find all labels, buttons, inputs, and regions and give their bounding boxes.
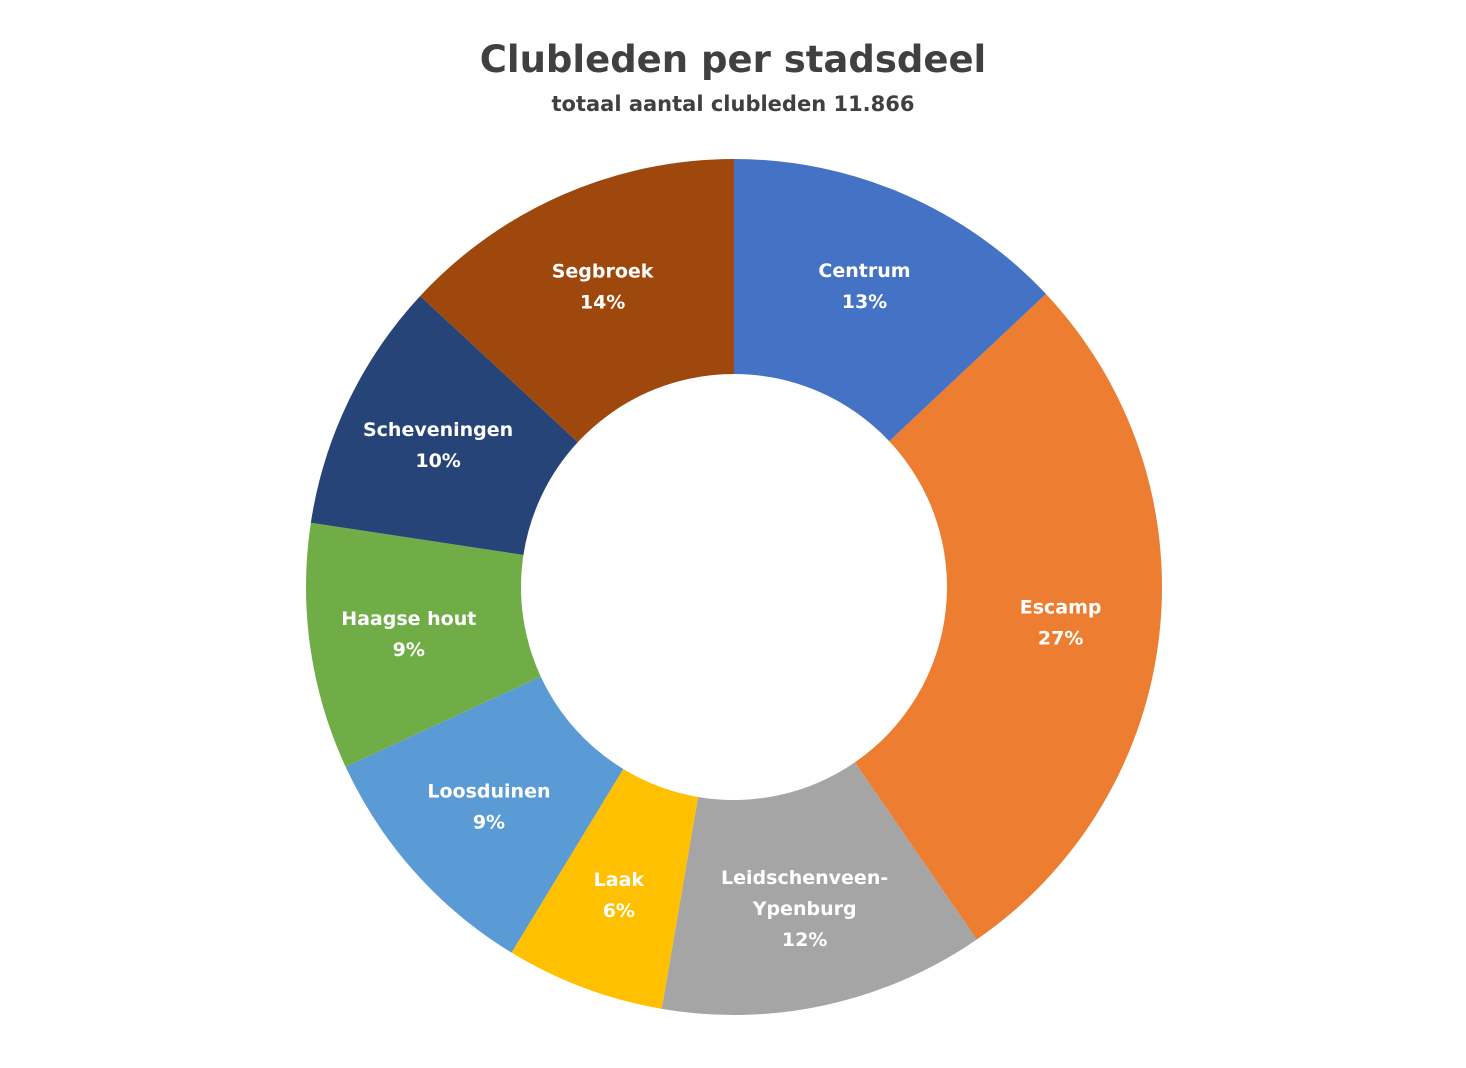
slice-haagse-hout — [305, 522, 541, 767]
slice-leidschenveen-ypenburg — [661, 762, 977, 1015]
slice-name: Loosduinen — [427, 780, 550, 802]
slice-segbroek — [420, 159, 734, 443]
slice-scheveningen — [310, 295, 578, 556]
slice-label-centrum: Centrum 13% — [818, 260, 910, 313]
donut-slices — [305, 159, 1162, 1015]
slice-percent: 13% — [842, 291, 887, 313]
slice-label-loosduinen: Loosduinen 9% — [427, 780, 550, 833]
slice-label-haagse-hout: Haagse hout 9% — [341, 608, 476, 661]
slice-percent: 9% — [393, 639, 425, 661]
slice-percent: 10% — [415, 450, 460, 472]
slice-name: Scheveningen — [363, 419, 513, 441]
slice-name: Ypenburg — [752, 898, 857, 920]
slice-name: Centrum — [818, 260, 910, 282]
chart-title: Clubleden per stadsdeel — [479, 38, 987, 81]
slice-label-laak: Laak 6% — [594, 869, 645, 922]
slice-name: Laak — [594, 869, 645, 891]
slice-name: Haagse hout — [341, 608, 476, 630]
donut-labels: Centrum 13% Escamp 27% Leidschenveen- Ypenbur… — [341, 260, 1101, 951]
slice-percent: 6% — [603, 900, 635, 922]
chart-subtitle: totaal aantal clubleden 11.866 — [551, 92, 915, 116]
slice-label-segbroek: Segbroek 14% — [552, 260, 654, 313]
slice-percent: 14% — [580, 291, 625, 313]
slice-label-escamp: Escamp 27% — [1020, 597, 1102, 650]
slice-percent: 9% — [473, 811, 505, 833]
slice-percent: 27% — [1038, 628, 1083, 650]
slice-label-leidschenveen-ypenburg: Leidschenveen- Ypenburg 12% — [721, 867, 888, 951]
slice-name: Escamp — [1020, 597, 1102, 619]
slice-escamp — [854, 294, 1162, 940]
slice-percent: 12% — [782, 929, 827, 951]
slice-name: Leidschenveen- — [721, 867, 888, 889]
slice-label-scheveningen: Scheveningen 10% — [363, 419, 513, 472]
slice-name: Segbroek — [552, 260, 654, 282]
slice-loosduinen — [345, 676, 624, 953]
slice-laak — [511, 768, 699, 1009]
slice-centrum — [734, 159, 1046, 442]
